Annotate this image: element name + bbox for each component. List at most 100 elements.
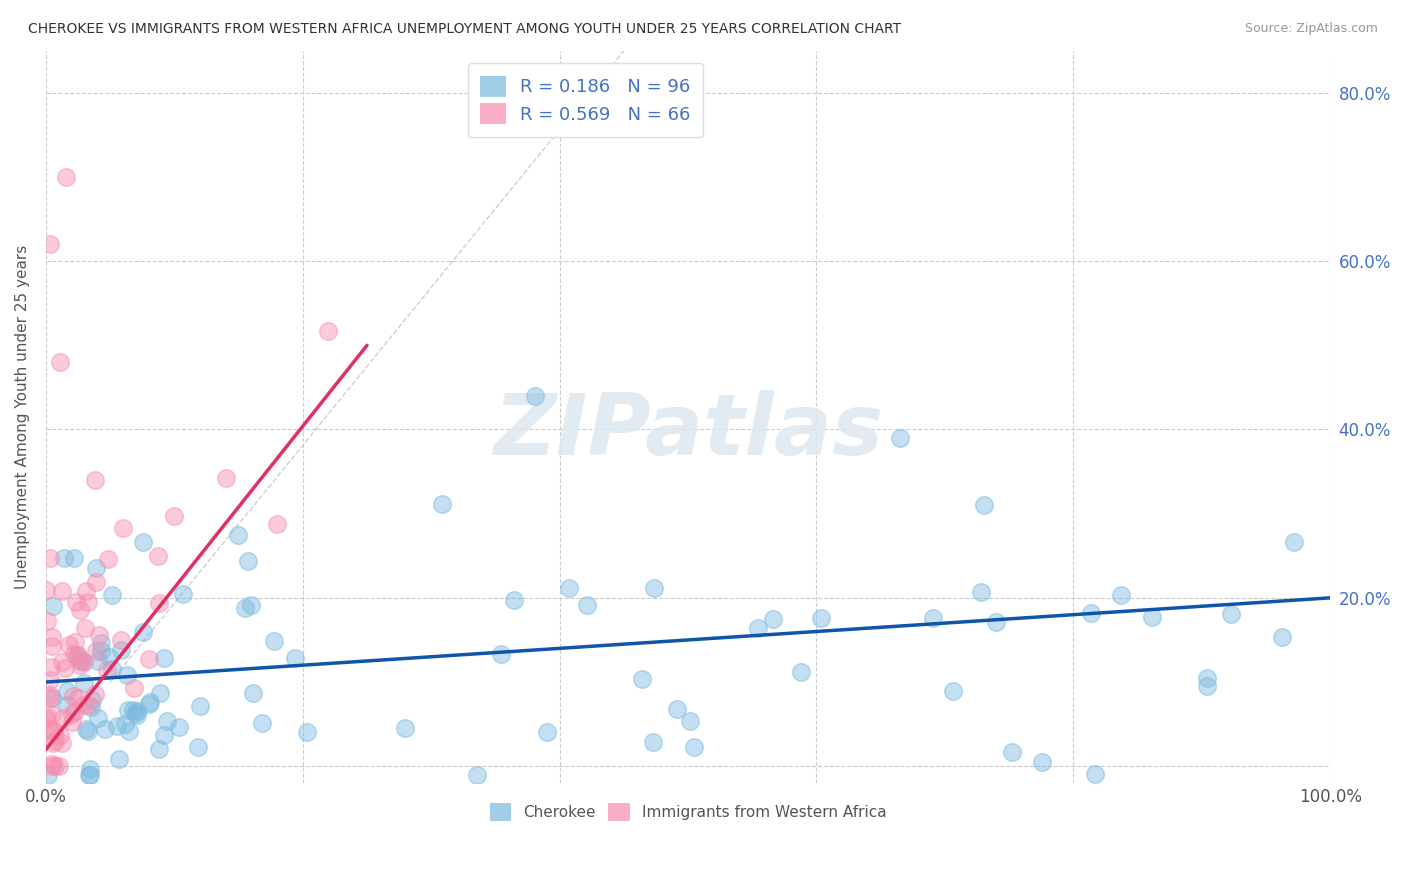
- Point: [101, 588, 124, 602]
- Point: [58, 638, 80, 652]
- Point: [79, 762, 101, 776]
- Point: [90, 636, 112, 650]
- Point: [156, 714, 179, 728]
- Point: [73, 655, 96, 669]
- Text: CHEROKEE VS IMMIGRANTS FROM WESTERN AFRICA UNEMPLOYMENT AMONG YOUTH UNDER 25 YEA: CHEROKEE VS IMMIGRANTS FROM WESTERN AFRI…: [28, 22, 901, 37]
- Point: [187, 740, 209, 755]
- Point: [284, 650, 307, 665]
- Point: [69, 654, 91, 668]
- Point: [1271, 630, 1294, 644]
- Point: [131, 535, 153, 549]
- Point: [94, 723, 117, 737]
- Point: [35, 582, 58, 597]
- Point: [73, 621, 96, 635]
- Point: [42, 736, 65, 750]
- Text: ZIPatlas: ZIPatlas: [494, 390, 883, 473]
- Point: [163, 509, 186, 524]
- Point: [56, 684, 79, 698]
- Point: [1140, 610, 1163, 624]
- Point: [523, 389, 546, 403]
- Point: [41, 639, 63, 653]
- Point: [489, 647, 512, 661]
- Point: [75, 722, 97, 736]
- Point: [44, 734, 66, 748]
- Point: [172, 587, 194, 601]
- Point: [679, 714, 702, 728]
- Point: [1282, 535, 1305, 549]
- Point: [37, 709, 59, 723]
- Point: [1220, 607, 1243, 622]
- Point: [41, 659, 63, 673]
- Point: [35, 614, 58, 628]
- Point: [1031, 756, 1053, 770]
- Point: [89, 628, 111, 642]
- Point: [148, 549, 170, 564]
- Point: [48, 759, 70, 773]
- Point: [430, 497, 453, 511]
- Point: [96, 663, 118, 677]
- Point: [86, 644, 108, 658]
- Point: [1084, 767, 1107, 781]
- Point: [67, 652, 90, 666]
- Point: [153, 651, 176, 665]
- Point: [87, 654, 110, 668]
- Point: [49, 728, 72, 742]
- Point: [110, 643, 132, 657]
- Point: [41, 707, 63, 722]
- Point: [131, 625, 153, 640]
- Point: [97, 551, 120, 566]
- Y-axis label: Unemployment Among Youth under 25 years: Unemployment Among Youth under 25 years: [15, 244, 30, 589]
- Point: [62, 551, 84, 566]
- Point: [51, 655, 73, 669]
- Point: [1111, 588, 1133, 602]
- Point: [889, 431, 911, 445]
- Point: [643, 734, 665, 748]
- Point: [1195, 671, 1218, 685]
- Point: [41, 759, 63, 773]
- Point: [643, 581, 665, 595]
- Point: [87, 711, 110, 725]
- Point: [73, 675, 96, 690]
- Point: [984, 615, 1007, 629]
- Point: [138, 697, 160, 711]
- Point: [167, 720, 190, 734]
- Point: [295, 724, 318, 739]
- Point: [69, 657, 91, 672]
- Point: [188, 699, 211, 714]
- Point: [41, 599, 63, 613]
- Point: [114, 717, 136, 731]
- Point: [125, 704, 148, 718]
- Point: [39, 691, 62, 706]
- Point: [77, 767, 100, 781]
- Point: [149, 686, 172, 700]
- Point: [35, 712, 58, 726]
- Point: [575, 598, 598, 612]
- Point: [65, 595, 87, 609]
- Point: [148, 741, 170, 756]
- Point: [235, 601, 257, 615]
- Point: [60, 715, 83, 730]
- Point: [148, 596, 170, 610]
- Point: [127, 708, 149, 723]
- Point: [80, 700, 103, 714]
- Point: [39, 673, 62, 688]
- Point: [56, 698, 79, 713]
- Point: [49, 355, 72, 369]
- Point: [1080, 606, 1102, 620]
- Point: [921, 611, 943, 625]
- Point: [1001, 745, 1024, 759]
- Point: [76, 698, 98, 712]
- Point: [536, 724, 558, 739]
- Point: [65, 635, 87, 649]
- Point: [41, 631, 63, 645]
- Point: [465, 767, 488, 781]
- Point: [318, 324, 340, 338]
- Point: [973, 498, 995, 512]
- Point: [84, 575, 107, 590]
- Point: [39, 237, 62, 252]
- Point: [62, 689, 84, 703]
- Point: [263, 634, 285, 648]
- Point: [139, 695, 162, 709]
- Point: [79, 767, 101, 781]
- Point: [762, 612, 785, 626]
